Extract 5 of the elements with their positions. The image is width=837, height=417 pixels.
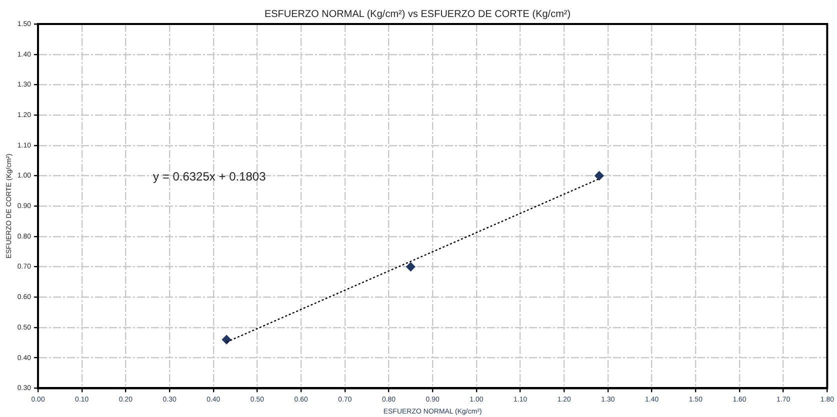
chart-title: ESFUERZO NORMAL (Kg/cm²) vs ESFUERZO DE CORTE (Kg/cm²) (264, 8, 571, 20)
point (406, 262, 416, 272)
annotation: y = 0.6325x + 0.1803 (153, 169, 266, 184)
point (222, 335, 232, 344)
point (594, 171, 604, 180)
